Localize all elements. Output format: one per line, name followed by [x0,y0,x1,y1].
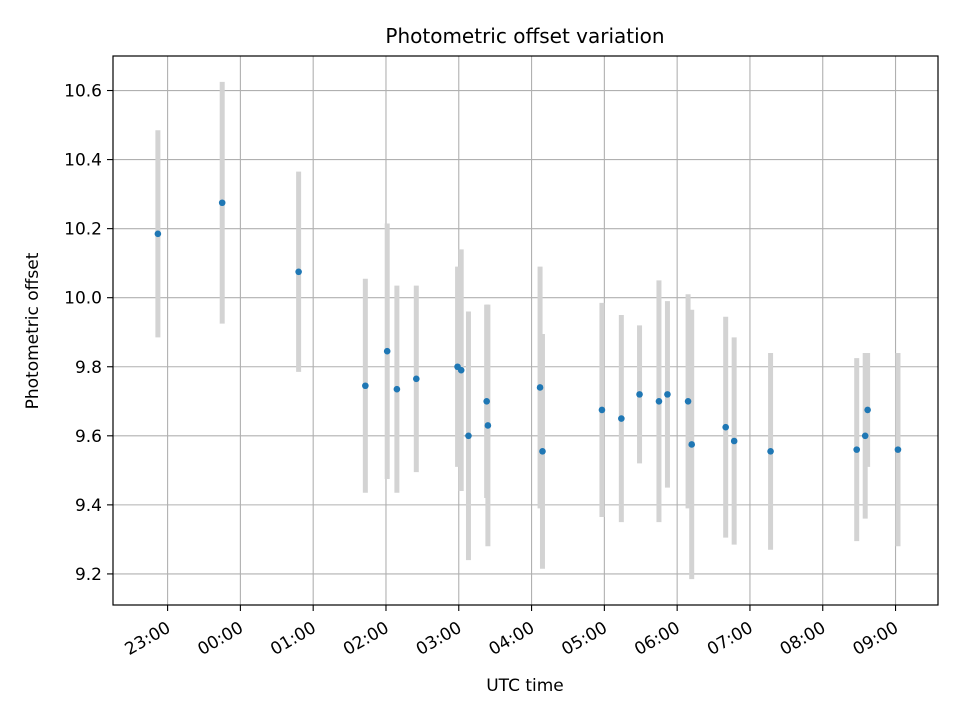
data-point [393,385,401,393]
x-tick-label: 23:00 [122,618,174,660]
data-point [154,230,162,238]
y-tick-label: 10.4 [64,151,102,171]
chart-title: Photometric offset variation [385,24,664,48]
data-point [618,415,625,422]
x-tick-label: 03:00 [413,618,465,660]
data-point [688,441,696,448]
grid-layer [113,56,938,605]
data-point [684,397,692,405]
data-point [295,268,302,276]
data-point [664,391,671,398]
data-point [362,382,369,390]
data-point [383,347,391,355]
y-axis-ticks: 9.2 9.4 9.6 9.8 10.0 10.2 10.4 10.6 [64,82,113,585]
data-point [483,397,490,405]
plot-area-frame [112,55,939,606]
data-point [465,432,472,440]
point-layer [154,199,902,455]
data-point [864,406,871,414]
x-axis-ticks: 23:00 00:00 01:00 02:00 03:00 04:00 05:00 06:00… [122,605,902,660]
x-tick-label: 06:00 [631,618,683,660]
y-tick-label: 9.4 [75,496,102,516]
y-axis-label: Photometric offset [23,252,43,409]
data-point [861,432,869,440]
x-tick-label: 08:00 [777,618,829,660]
x-tick-label: 05:00 [558,618,610,660]
y-tick-label: 10.2 [64,220,102,240]
x-tick-label: 01:00 [267,618,319,660]
data-point [218,199,226,207]
data-point [730,437,738,445]
data-point [853,446,861,453]
data-point [457,366,465,374]
x-tick-label: 04:00 [486,618,538,660]
y-tick-label: 9.6 [75,427,102,447]
y-tick-label: 9.8 [75,358,102,378]
data-point [722,423,729,431]
x-tick-label: 09:00 [850,618,902,660]
data-point [636,391,643,398]
y-tick-label: 9.2 [75,565,102,585]
data-point [894,446,902,453]
x-tick-label: 07:00 [704,618,756,660]
y-tick-label: 10.6 [64,82,102,102]
data-point [413,375,420,383]
data-point [655,397,663,405]
data-point [598,406,606,414]
data-point [484,422,492,429]
x-axis-label: UTC time [486,676,564,696]
data-point [539,448,546,455]
y-tick-label: 10.0 [64,289,102,309]
x-tick-label: 00:00 [194,618,246,660]
data-point [536,384,544,391]
x-tick-label: 02:00 [340,618,392,660]
data-point [767,448,774,455]
